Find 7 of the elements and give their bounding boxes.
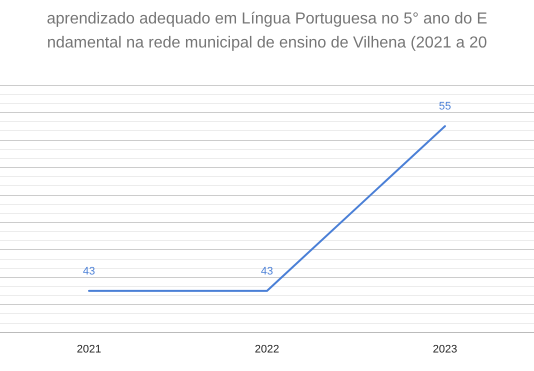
data-label: 55 <box>438 100 452 113</box>
x-tick-label: 2022 <box>254 344 280 356</box>
x-tick-label: 2023 <box>432 344 458 356</box>
data-label: 43 <box>260 265 274 278</box>
x-tick-label: 2021 <box>76 344 102 356</box>
data-label: 43 <box>82 265 96 278</box>
chart-title: aprendizado adequado em Língua Portuguesa no 5° ano do E ndamental na rede municipal de ensino de Vilhena (2021 a 20 <box>46 10 488 52</box>
